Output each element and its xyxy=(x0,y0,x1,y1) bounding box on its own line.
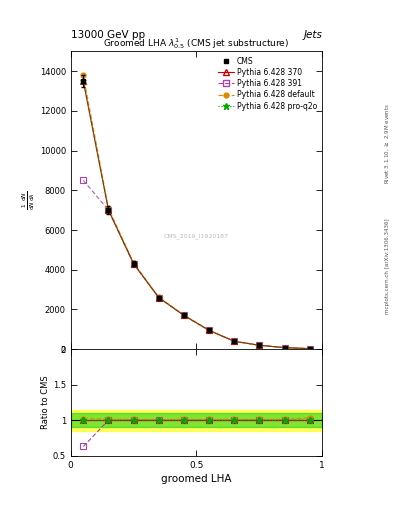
X-axis label: groomed LHA: groomed LHA xyxy=(161,474,232,484)
Text: 13000 GeV pp: 13000 GeV pp xyxy=(71,30,145,40)
Legend: CMS, Pythia 6.428 370, Pythia 6.428 391, Pythia 6.428 default, Pythia 6.428 pro-: CMS, Pythia 6.428 370, Pythia 6.428 391,… xyxy=(217,55,318,112)
Title: Groomed LHA $\lambda^{1}_{0.5}$ (CMS jet substructure): Groomed LHA $\lambda^{1}_{0.5}$ (CMS jet… xyxy=(103,36,290,51)
Text: CMS_2019_I1920187: CMS_2019_I1920187 xyxy=(164,233,229,239)
Text: mcplots.cern.ch [arXiv:1306.3436]: mcplots.cern.ch [arXiv:1306.3436] xyxy=(385,219,389,314)
Y-axis label: $\frac{1}{\mathrm{d}N}\frac{\mathrm{d}N}{\mathrm{d}\lambda}$: $\frac{1}{\mathrm{d}N}\frac{\mathrm{d}N}… xyxy=(20,190,37,210)
Text: Rivet 3.1.10, $\geq$ 2.9M events: Rivet 3.1.10, $\geq$ 2.9M events xyxy=(383,103,391,184)
Y-axis label: Ratio to CMS: Ratio to CMS xyxy=(41,376,50,429)
Text: Jets: Jets xyxy=(303,30,322,40)
